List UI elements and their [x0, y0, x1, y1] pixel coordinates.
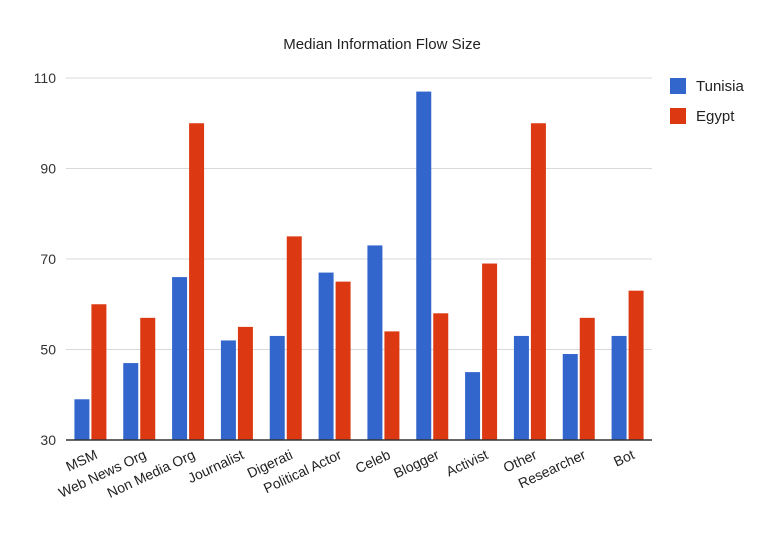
bar-tunisia: [367, 245, 383, 440]
x-tick-label: Activist: [443, 446, 490, 479]
bar-tunisia: [220, 340, 236, 440]
bar-egypt: [433, 313, 449, 440]
y-axis-ticks: 30 50 70 90 110: [34, 70, 57, 448]
bar-egypt: [91, 304, 107, 440]
bar-egypt: [237, 326, 253, 440]
bar-tunisia: [74, 399, 90, 440]
bars: [74, 91, 644, 440]
bar-egypt: [286, 236, 302, 440]
y-tick-label: 50: [40, 342, 56, 358]
x-tick-label: Celeb: [353, 446, 393, 476]
y-tick-label: 110: [34, 70, 57, 86]
bar-egypt: [530, 123, 546, 440]
x-tick-label: Bot: [611, 446, 637, 469]
bar-egypt: [189, 123, 205, 440]
y-tick-label: 70: [40, 251, 56, 267]
x-tick-label: Journalist: [185, 446, 246, 486]
x-tick-label: Blogger: [391, 446, 442, 481]
bar-tunisia: [562, 354, 578, 440]
gridlines: [66, 77, 652, 350]
y-tick-label: 30: [40, 432, 56, 448]
bar-tunisia: [172, 277, 188, 440]
legend-label-egypt: Egypt: [696, 108, 735, 125]
bar-egypt: [384, 331, 400, 440]
bar-tunisia: [269, 335, 285, 440]
bar-egypt: [335, 281, 351, 440]
bar-tunisia: [416, 91, 432, 440]
legend-swatch-egypt: [670, 108, 686, 124]
bar-egypt: [579, 317, 595, 440]
legend-swatch-tunisia: [670, 78, 686, 94]
legend-label-tunisia: Tunisia: [696, 78, 744, 95]
bar-egypt: [140, 317, 156, 440]
y-tick-label: 90: [40, 161, 56, 177]
chart-title: Median Information Flow Size: [283, 36, 481, 53]
bar-tunisia: [513, 335, 529, 440]
bar-tunisia: [611, 335, 627, 440]
bar-egypt: [628, 290, 644, 440]
bar-tunisia: [318, 272, 334, 440]
legend: Tunisia Egypt: [670, 78, 744, 125]
bar-egypt: [482, 263, 498, 440]
bar-tunisia: [123, 363, 139, 440]
bar-tunisia: [465, 372, 481, 440]
